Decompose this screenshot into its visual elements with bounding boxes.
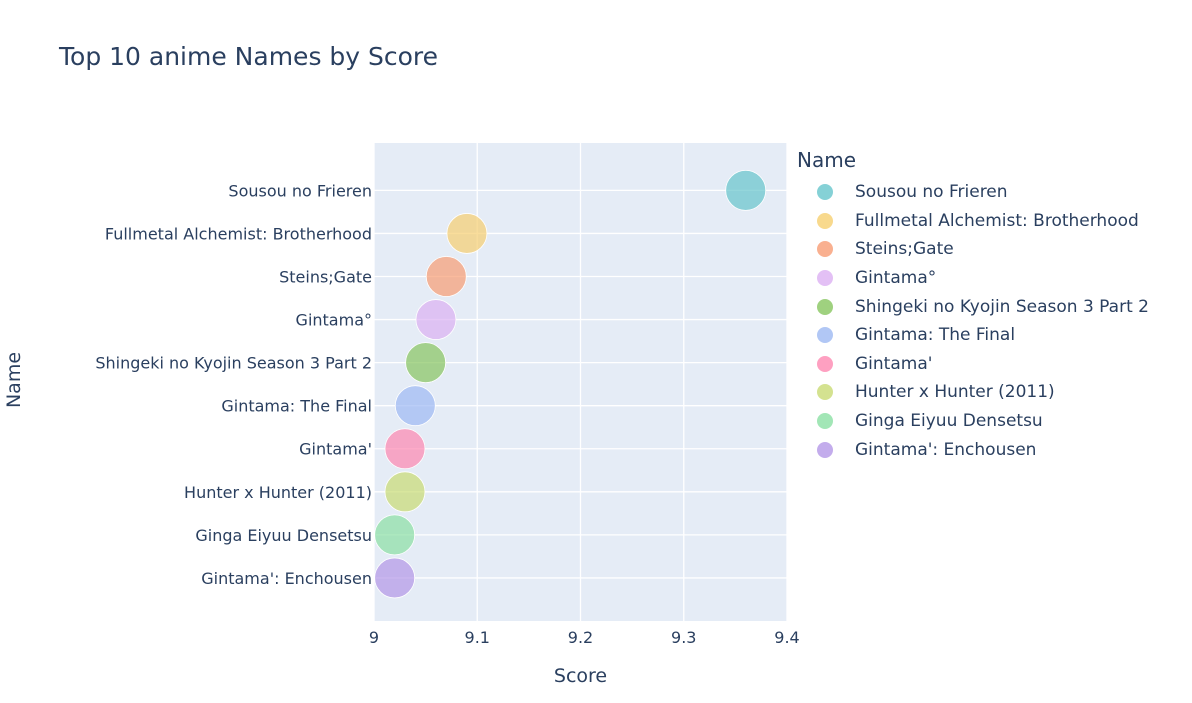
legend-marker [817, 327, 833, 344]
legend-item[interactable]: Gintama' [797, 350, 1149, 379]
legend-marker [817, 184, 833, 201]
legend-marker [817, 384, 833, 401]
legend-item[interactable]: Gintama° [797, 264, 1149, 293]
y-tick-label: Steins;Gate [279, 267, 372, 286]
legend-item[interactable]: Ginga Eiyuu Densetsu [797, 407, 1149, 436]
y-tick-label: Gintama: The Final [221, 397, 372, 416]
chart-title: Top 10 anime Names by Score [59, 42, 439, 71]
data-point [384, 428, 426, 470]
legend-label: Shingeki no Kyojin Season 3 Part 2 [855, 296, 1149, 317]
legend-marker [817, 441, 833, 458]
legend-label: Fullmetal Alchemist: Brotherhood [855, 210, 1139, 231]
legend-label: Steins;Gate [855, 239, 954, 260]
legend-items: Sousou no Frieren Fullmetal Alchemist: Br… [797, 178, 1149, 464]
legend-label: Gintama' [855, 353, 933, 374]
x-tick-label: 9 [369, 628, 379, 647]
legend: Name Sousou no Frieren Fullmetal Alchemis… [797, 148, 1149, 464]
x-tick-label: 9.4 [774, 628, 799, 647]
x-tick-label: 9.2 [568, 628, 593, 647]
data-point [405, 342, 447, 384]
data-point [374, 557, 416, 599]
y-tick-label: Fullmetal Alchemist: Brotherhood [105, 224, 372, 243]
legend-label: Sousou no Frieren [855, 182, 1008, 203]
legend-title: Name [797, 148, 857, 172]
legend-marker [817, 241, 833, 258]
y-tick-label: Gintama° [296, 311, 372, 330]
legend-item[interactable]: Shingeki no Kyojin Season 3 Part 2 [797, 292, 1149, 321]
legend-marker [817, 413, 833, 430]
legend-label: Ginga Eiyuu Densetsu [855, 411, 1043, 432]
y-tick-label: Sousou no Frieren [228, 181, 372, 200]
legend-marker [817, 212, 833, 229]
data-point [725, 169, 767, 211]
legend-label: Hunter x Hunter (2011) [855, 382, 1055, 403]
y-tick-label: Gintama': Enchousen [201, 569, 372, 588]
legend-item[interactable]: Hunter x Hunter (2011) [797, 378, 1149, 407]
legend-item[interactable]: Gintama': Enchousen [797, 435, 1149, 464]
legend-label: Gintama° [855, 268, 937, 289]
data-point [374, 514, 416, 556]
x-axis-title: Score [554, 665, 607, 687]
data-point [446, 213, 488, 254]
y-tick-label: Gintama' [299, 440, 372, 459]
legend-item[interactable]: Gintama: The Final [797, 321, 1149, 350]
data-point [394, 385, 436, 427]
x-tick-label: 9.1 [465, 628, 490, 647]
x-tick-label: 9.3 [671, 628, 696, 647]
legend-marker [817, 355, 833, 372]
legend-label: Gintama: The Final [855, 325, 1016, 346]
y-axis-title: Name [3, 352, 25, 408]
legend-item[interactable]: Sousou no Frieren [797, 178, 1149, 207]
legend-item[interactable]: Fullmetal Alchemist: Brotherhood [797, 207, 1149, 236]
data-point [415, 299, 457, 340]
y-tick-label: Ginga Eiyuu Densetsu [195, 526, 372, 545]
legend-label: Gintama': Enchousen [855, 439, 1037, 460]
legend-marker [817, 270, 833, 287]
data-point [384, 471, 426, 513]
legend-marker [817, 298, 833, 315]
y-tick-label: Hunter x Hunter (2011) [184, 483, 372, 502]
y-tick-label: Shingeki no Kyojin Season 3 Part 2 [95, 354, 372, 373]
legend-item[interactable]: Steins;Gate [797, 235, 1149, 264]
data-point [425, 256, 467, 297]
